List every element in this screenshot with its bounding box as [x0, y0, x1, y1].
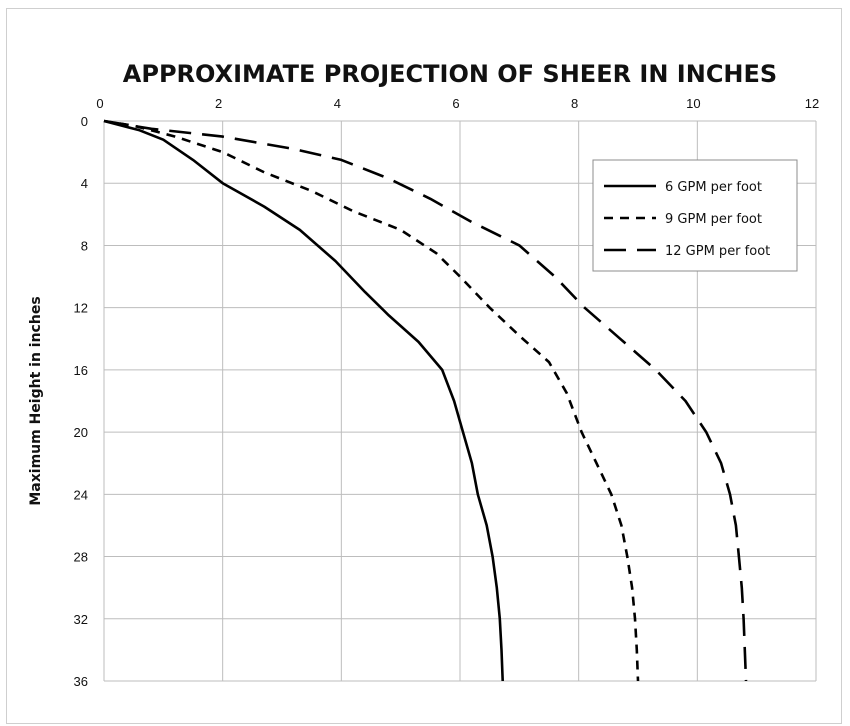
series-line-2 — [103, 119, 640, 682]
x-tick-labels: 0 2 4 6 8 10 12 — [96, 96, 819, 111]
x-tick-label-5: 10 — [686, 96, 700, 111]
legend-box — [592, 159, 798, 272]
x-tick-label-2: 4 — [334, 96, 341, 111]
series-layer — [103, 119, 748, 682]
legend-label-2: 9 GPM per foot — [665, 212, 762, 227]
x-tick-label-1: 2 — [215, 96, 222, 111]
x-tick-label-6: 12 — [805, 96, 819, 111]
y-tick-label-9: 36 — [74, 674, 88, 689]
y-tick-label-5: 20 — [74, 425, 88, 440]
y-tick-label-3: 12 — [74, 301, 88, 316]
legend-label-1: 6 GPM per foot — [665, 180, 762, 195]
chart-title: APPROXIMATE PROJECTION OF SHEER IN INCHE… — [123, 60, 777, 88]
y-tick-label-0: 0 — [81, 114, 88, 129]
series-line-3 — [103, 119, 748, 682]
x-tick-label-4: 8 — [571, 96, 578, 111]
y-tick-label-1: 4 — [81, 176, 88, 191]
series-line-1 — [103, 119, 504, 682]
y-tick-label-2: 8 — [81, 238, 88, 253]
y-axis-label: Maximum Height in inches — [28, 296, 44, 505]
y-tick-label-4: 16 — [74, 363, 88, 378]
y-tick-labels: 0 4 8 12 16 20 24 28 32 36 — [74, 114, 88, 689]
x-tick-label-0: 0 — [96, 96, 103, 111]
legend: 6 GPM per foot 9 GPM per foot 12 GPM per f… — [592, 159, 798, 272]
y-tick-label-7: 28 — [74, 550, 88, 565]
y-tick-label-6: 24 — [74, 487, 88, 502]
legend-label-3: 12 GPM per foot — [665, 244, 770, 259]
y-tick-label-8: 32 — [74, 612, 88, 627]
x-tick-label-3: 6 — [452, 96, 459, 111]
